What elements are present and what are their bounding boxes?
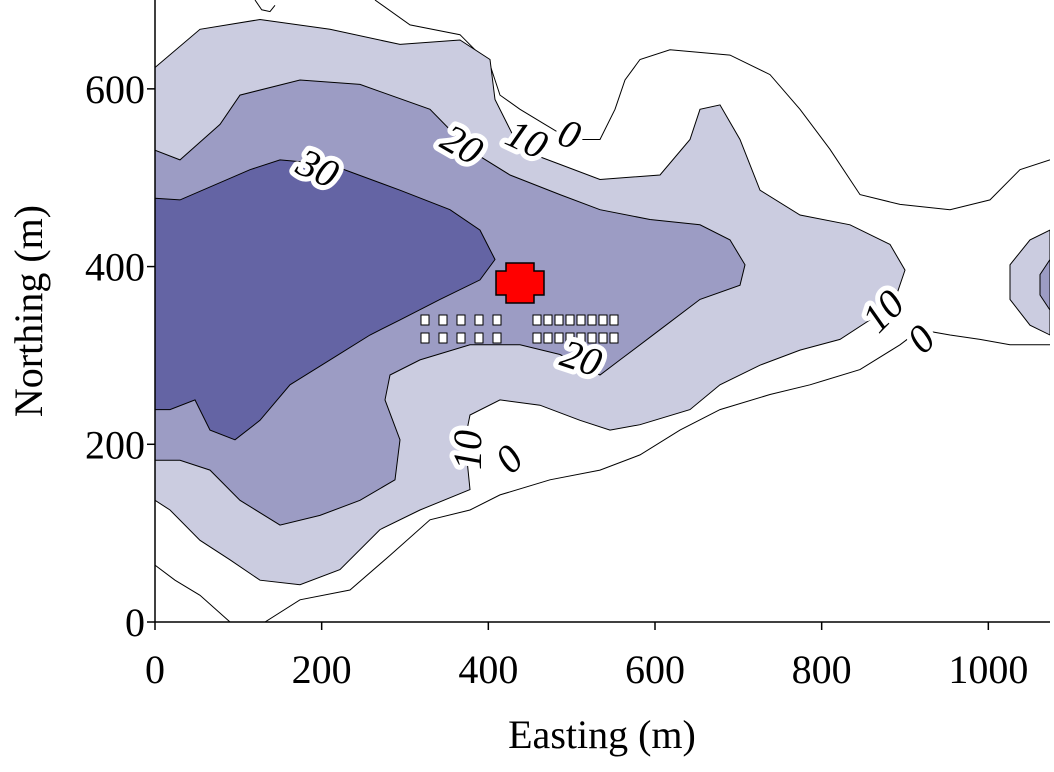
contour [155, 159, 496, 441]
receptor [554, 314, 564, 326]
x-tick-label: 400 [458, 647, 518, 692]
receptor [438, 314, 448, 326]
receptor [532, 332, 542, 344]
x-tick-label: 600 [625, 647, 685, 692]
receptor [565, 332, 575, 344]
contour-label: 0 [552, 109, 586, 158]
y-tick-label: 0 [125, 600, 145, 645]
x-axis-label: Easting (m) [508, 712, 696, 757]
receptor [492, 332, 502, 344]
contour-label: 0 [486, 436, 532, 482]
receptor [532, 314, 542, 326]
receptor [456, 314, 466, 326]
receptor [474, 314, 484, 326]
contour-label: 10 [445, 430, 490, 470]
contour [155, 0, 1050, 622]
receptor [420, 314, 430, 326]
y-axis-label: Northing (m) [6, 205, 51, 417]
x-tick-label: 1000 [948, 647, 1028, 692]
receptor [587, 314, 597, 326]
receptor [456, 332, 466, 344]
receptor [543, 314, 553, 326]
receptor [438, 332, 448, 344]
receptor [576, 332, 586, 344]
receptor [474, 332, 484, 344]
receptor [609, 314, 619, 326]
receptor [598, 314, 608, 326]
receptor [587, 332, 597, 344]
receptor [609, 332, 619, 344]
x-tick-label: 0 [145, 647, 165, 692]
receptor [492, 314, 502, 326]
receptor [420, 332, 430, 344]
receptor [543, 332, 553, 344]
source-marker [495, 262, 545, 304]
x-tick-label: 800 [792, 647, 852, 692]
receptor [598, 332, 608, 344]
y-tick-label: 400 [85, 245, 145, 290]
x-tick-label: 200 [292, 647, 352, 692]
y-tick-label: 600 [85, 67, 145, 112]
y-tick-label: 200 [85, 422, 145, 467]
receptor [565, 314, 575, 326]
receptor [554, 332, 564, 344]
receptor [576, 314, 586, 326]
contour-label: 0 [898, 316, 944, 362]
